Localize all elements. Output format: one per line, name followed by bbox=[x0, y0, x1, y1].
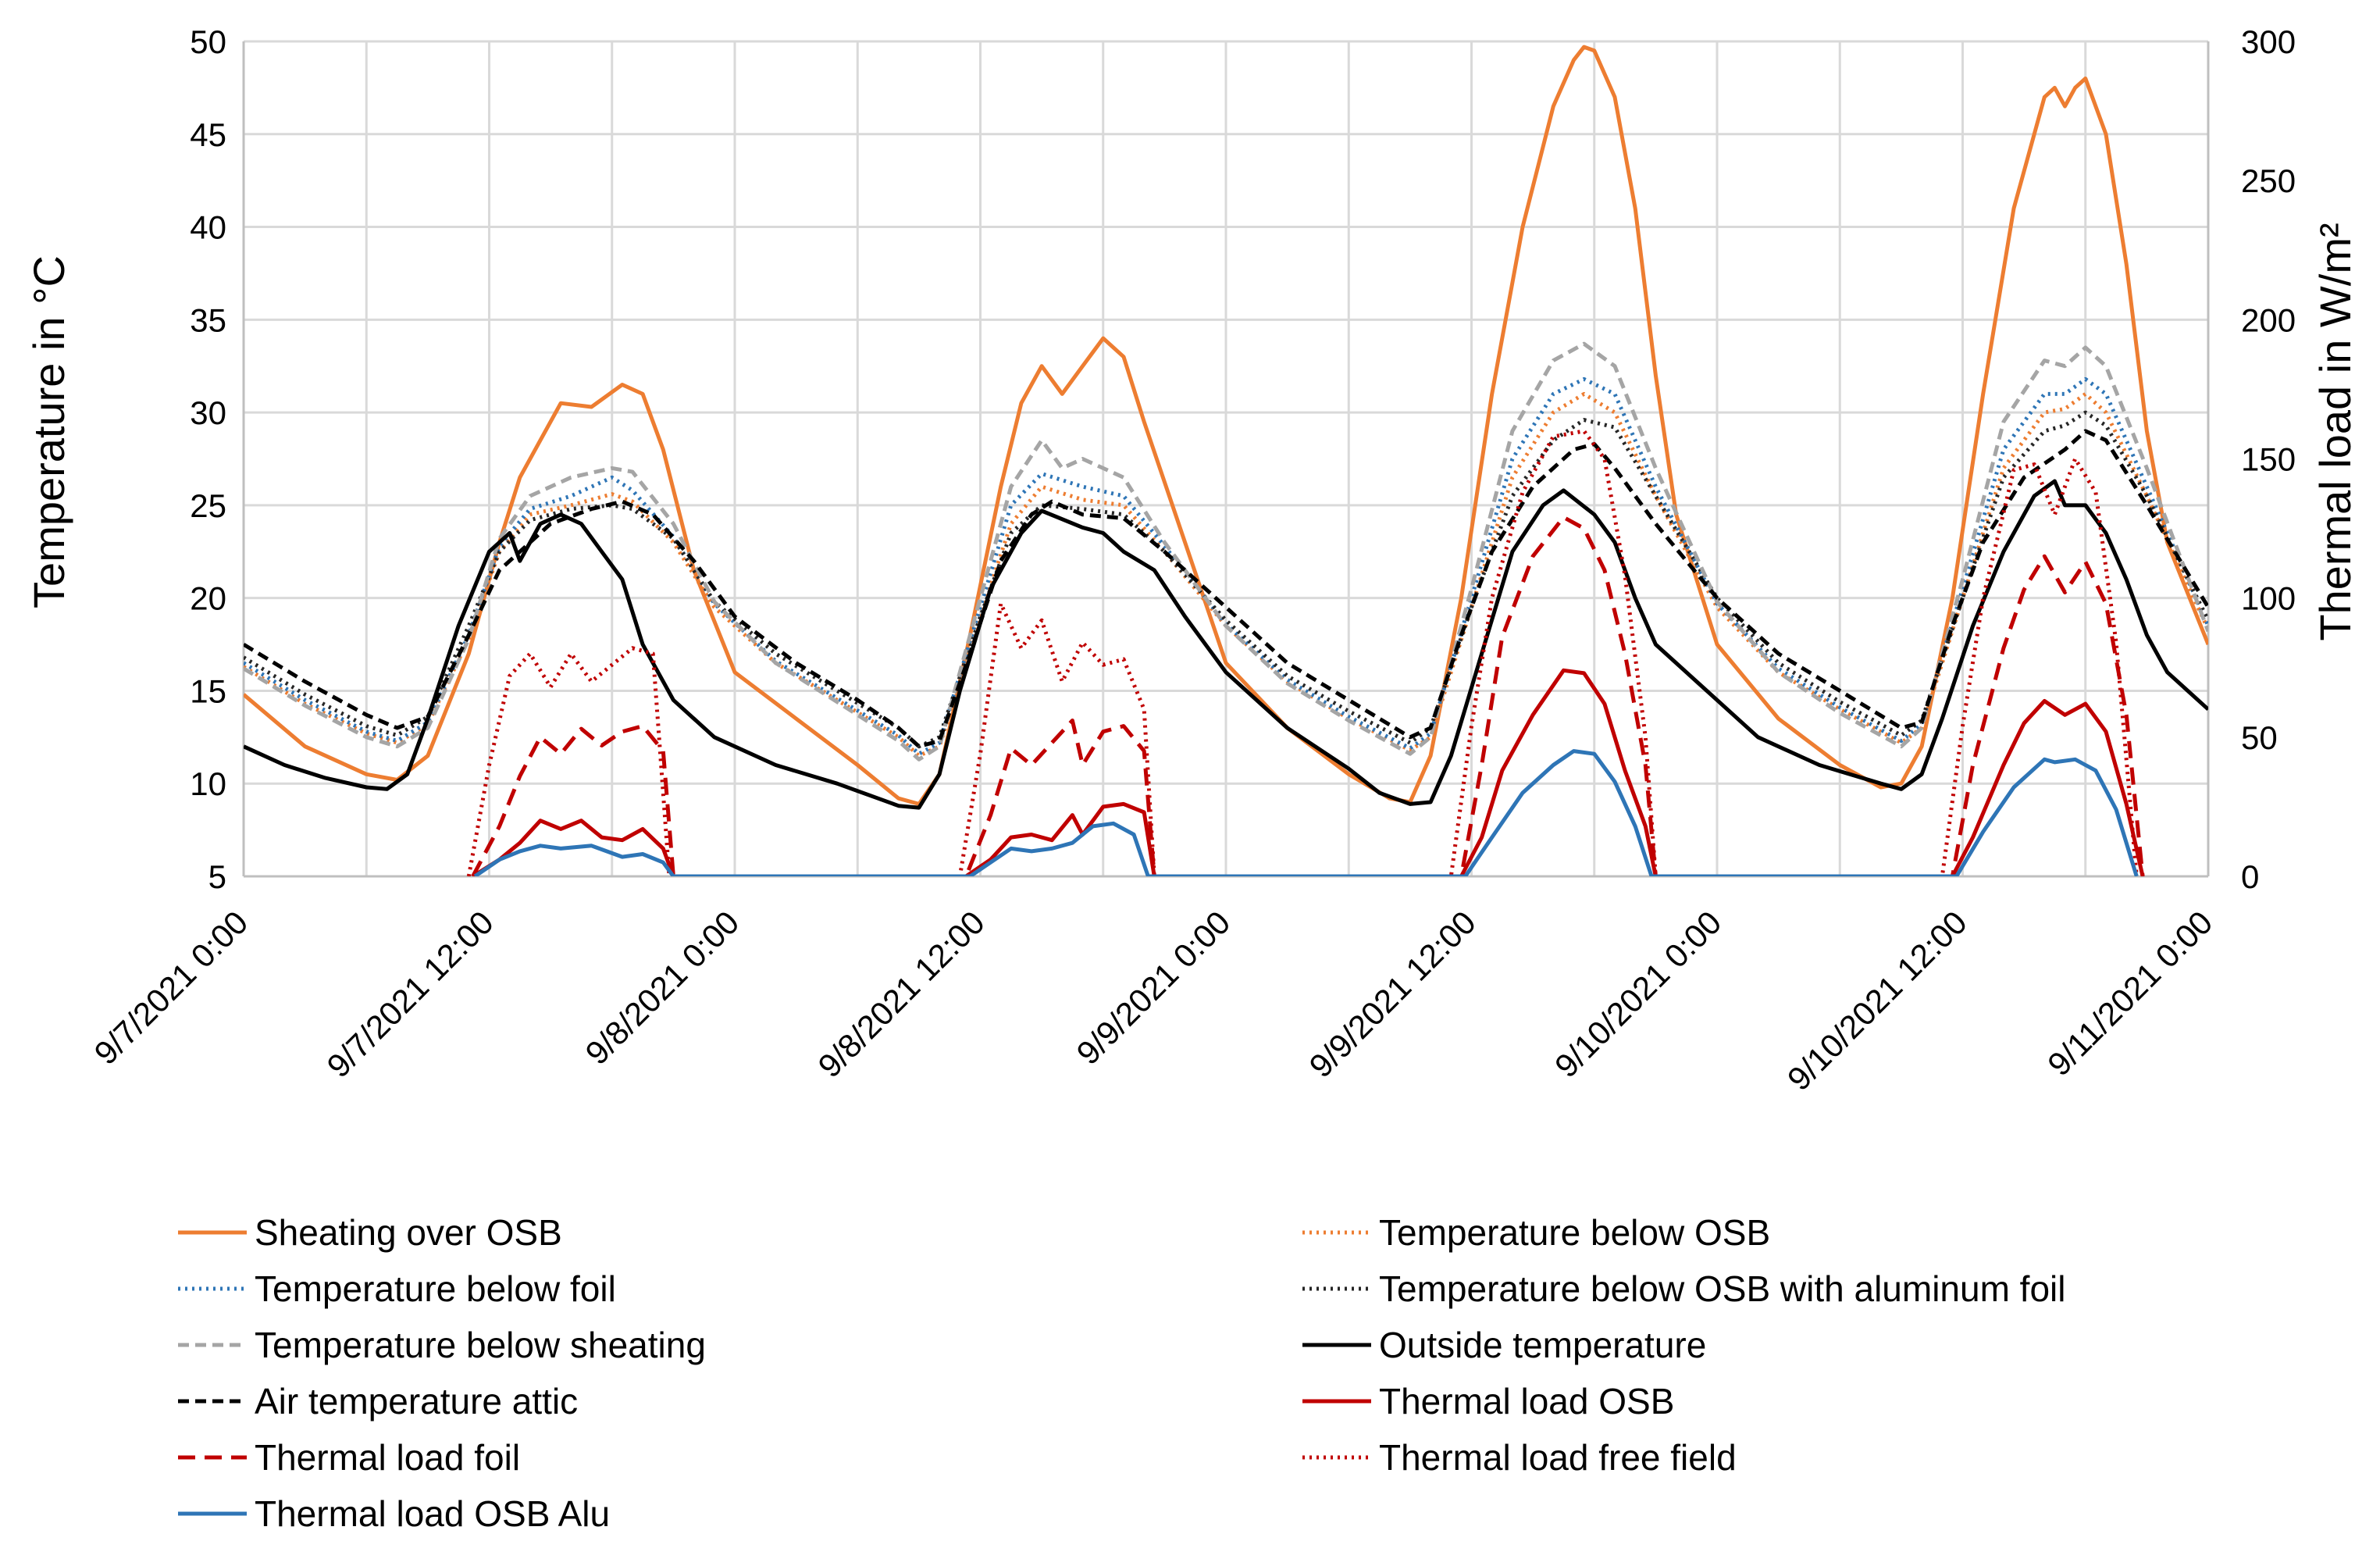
y-axis-left-ticks: 5 10 15 20 25 30 35 40 45 50 bbox=[190, 23, 226, 895]
x-tick-label: 9/7/2021 0:00 bbox=[87, 904, 255, 1072]
y-tick-label: 15 bbox=[190, 672, 226, 709]
x-tick-text: 9/8/2021 0:00 bbox=[578, 904, 746, 1072]
legend-label: Thermal load foil bbox=[255, 1437, 520, 1478]
x-tick-text: 9/10/2021 0:00 bbox=[1548, 904, 1728, 1084]
y2-tick-label: 250 bbox=[2241, 162, 2296, 199]
x-tick-text: 9/8/2021 12:00 bbox=[811, 904, 991, 1084]
x-tick-label: 9/8/2021 0:00 bbox=[578, 904, 746, 1072]
y-tick-label: 10 bbox=[190, 765, 226, 802]
legend-label: Temperature below OSB bbox=[1379, 1212, 1770, 1253]
legend-label: Thermal load OSB Alu bbox=[255, 1493, 610, 1534]
y-tick-label: 35 bbox=[190, 301, 226, 338]
y2-tick-label: 150 bbox=[2241, 441, 2296, 478]
x-tick-label: 9/9/2021 12:00 bbox=[1302, 904, 1482, 1084]
legend-label: Temperature below OSB with aluminum foil bbox=[1379, 1268, 2065, 1309]
x-tick-text: 9/9/2021 0:00 bbox=[1069, 904, 1237, 1072]
series-line bbox=[472, 668, 2145, 876]
y-tick-label: 20 bbox=[190, 580, 226, 617]
y2-tick-label: 200 bbox=[2241, 301, 2296, 338]
legend-label: Temperature below foil bbox=[255, 1268, 616, 1309]
legend-label: Thermal load free field bbox=[1379, 1437, 1737, 1478]
x-tick-label: 9/10/2021 0:00 bbox=[1548, 904, 1728, 1084]
y2-tick-label: 50 bbox=[2241, 719, 2278, 756]
y-tick-label: 50 bbox=[190, 23, 226, 60]
x-tick-label: 9/8/2021 12:00 bbox=[811, 904, 991, 1084]
y2-tick-label: 300 bbox=[2241, 23, 2296, 60]
y-axis-right-title: Thermal load in W/m² bbox=[2311, 223, 2360, 640]
x-tick-text: 9/7/2021 0:00 bbox=[87, 904, 255, 1072]
y2-tick-label: 0 bbox=[2241, 858, 2259, 895]
gridlines bbox=[242, 40, 2210, 878]
x-axis-ticks: 9/7/2021 0:00 9/7/2021 12:00 9/8/2021 0:00… bbox=[87, 904, 2219, 1097]
y-tick-label: 5 bbox=[208, 858, 226, 895]
y-tick-label: 45 bbox=[190, 116, 226, 153]
x-tick-text: 9/7/2021 12:00 bbox=[319, 904, 500, 1084]
legend-label: Thermal load OSB bbox=[1379, 1381, 1674, 1422]
legend-label: Air temperature attic bbox=[255, 1381, 578, 1422]
x-tick-label: 9/10/2021 12:00 bbox=[1780, 904, 1974, 1097]
x-tick-text: 9/10/2021 12:00 bbox=[1780, 904, 1974, 1097]
series-line bbox=[244, 479, 2208, 810]
series-layer bbox=[244, 45, 2208, 876]
legend-label: Outside temperature bbox=[1379, 1325, 1706, 1365]
series-line bbox=[244, 45, 2208, 806]
legend: Sheating over OSB Temperature below foil T… bbox=[178, 1212, 2065, 1534]
y-axis-left-title: Temperature in °C bbox=[24, 255, 73, 608]
series-line bbox=[471, 515, 2145, 876]
x-tick-label: 9/9/2021 0:00 bbox=[1069, 904, 1237, 1072]
series-line bbox=[244, 429, 2208, 749]
series-line bbox=[473, 749, 2139, 876]
x-tick-label: 9/11/2021 0:00 bbox=[2040, 904, 2219, 1083]
x-tick-text: 9/9/2021 12:00 bbox=[1302, 904, 1482, 1084]
series-line bbox=[466, 429, 2139, 876]
y-tick-label: 40 bbox=[190, 209, 226, 246]
series-line bbox=[244, 341, 2208, 762]
y-axis-right-ticks: 0 50 100 150 200 250 300 bbox=[2241, 23, 2296, 895]
legend-label: Temperature below sheating bbox=[255, 1325, 706, 1365]
y-tick-label: 30 bbox=[190, 394, 226, 431]
y2-tick-label: 100 bbox=[2241, 580, 2296, 617]
series-line bbox=[244, 391, 2208, 758]
x-tick-text: 9/11/2021 0:00 bbox=[2040, 904, 2219, 1083]
legend-label: Sheating over OSB bbox=[255, 1212, 562, 1253]
y-tick-label: 25 bbox=[190, 487, 226, 524]
x-tick-label: 9/7/2021 12:00 bbox=[319, 904, 500, 1084]
